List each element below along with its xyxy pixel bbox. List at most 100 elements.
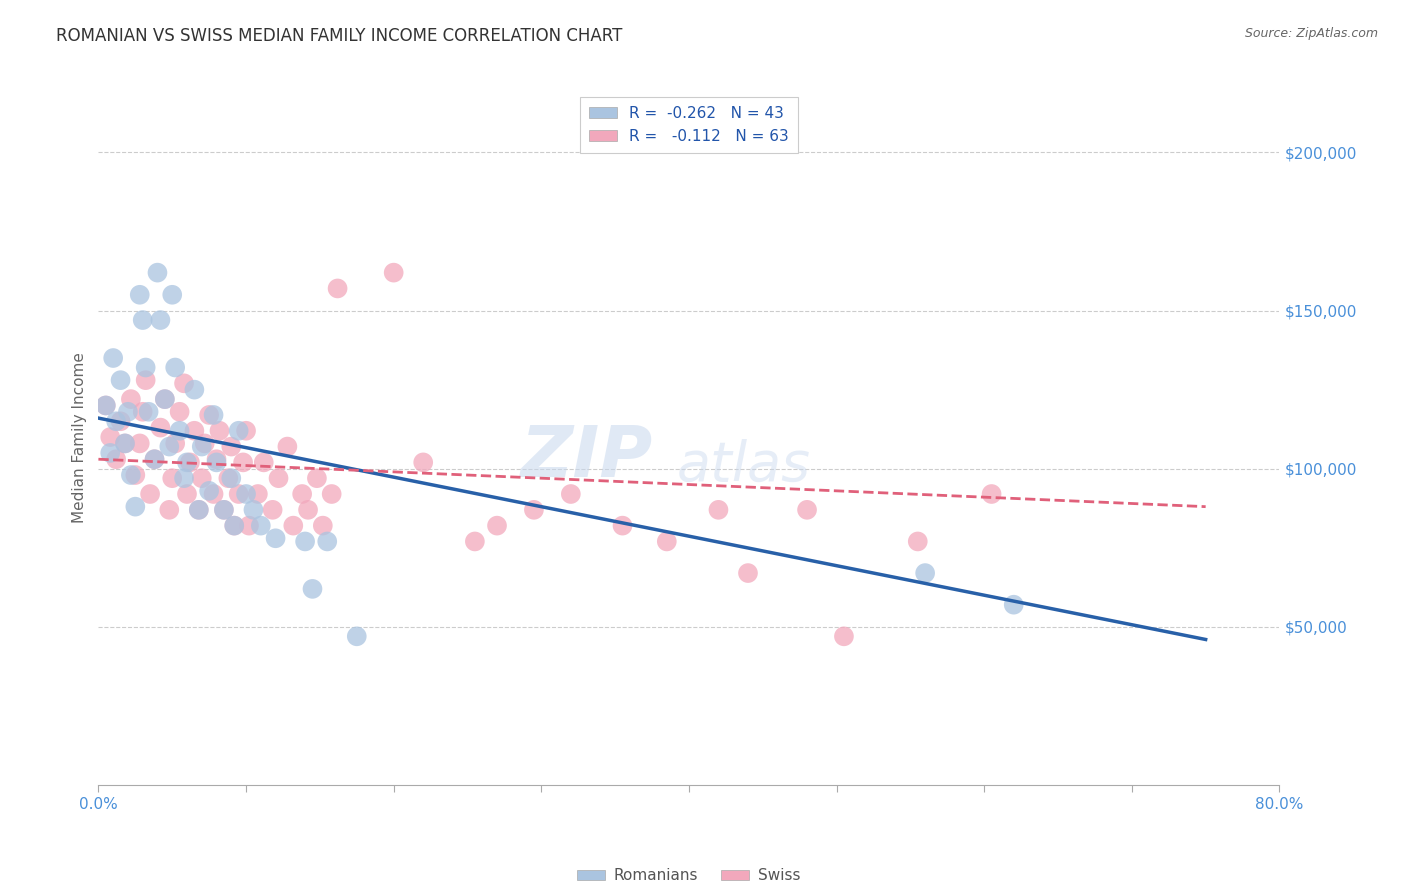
Point xyxy=(173,376,195,391)
Point xyxy=(217,471,239,485)
Point xyxy=(219,471,242,485)
Point xyxy=(205,452,228,467)
Point xyxy=(98,446,121,460)
Legend: Romanians, Swiss: Romanians, Swiss xyxy=(571,863,807,889)
Point xyxy=(264,531,287,545)
Point xyxy=(346,629,368,643)
Point xyxy=(198,408,221,422)
Point xyxy=(120,392,142,406)
Point xyxy=(202,408,225,422)
Point xyxy=(153,392,176,406)
Point xyxy=(194,436,217,450)
Point xyxy=(253,455,276,469)
Point xyxy=(291,487,314,501)
Point xyxy=(224,518,246,533)
Point xyxy=(297,503,319,517)
Point xyxy=(183,383,205,397)
Point xyxy=(267,471,290,485)
Point xyxy=(176,455,198,469)
Point xyxy=(276,440,298,454)
Point xyxy=(205,455,228,469)
Point xyxy=(169,405,191,419)
Point xyxy=(655,534,678,549)
Point xyxy=(464,534,486,549)
Point xyxy=(326,281,349,295)
Point xyxy=(128,287,150,301)
Point xyxy=(486,518,509,533)
Point xyxy=(157,440,180,454)
Point xyxy=(143,452,166,467)
Point xyxy=(914,566,936,580)
Point xyxy=(179,455,201,469)
Point xyxy=(110,373,132,387)
Point xyxy=(382,266,405,280)
Point xyxy=(238,518,260,533)
Point xyxy=(412,455,434,469)
Point xyxy=(165,360,187,375)
Point xyxy=(250,518,273,533)
Point xyxy=(523,503,546,517)
Point xyxy=(283,518,305,533)
Point xyxy=(124,500,146,514)
Point xyxy=(94,399,117,413)
Point xyxy=(246,487,269,501)
Point xyxy=(208,424,231,438)
Point xyxy=(187,503,209,517)
Point xyxy=(135,360,157,375)
Text: ZIP: ZIP xyxy=(522,424,654,492)
Point xyxy=(114,436,136,450)
Point xyxy=(202,487,225,501)
Point xyxy=(157,503,180,517)
Point xyxy=(235,424,257,438)
Point xyxy=(173,471,195,485)
Point xyxy=(110,414,132,428)
Y-axis label: Median Family Income: Median Family Income xyxy=(72,351,87,523)
Point xyxy=(612,518,634,533)
Point xyxy=(132,313,155,327)
Point xyxy=(143,452,166,467)
Point xyxy=(228,487,250,501)
Point xyxy=(183,424,205,438)
Point xyxy=(1002,598,1025,612)
Point xyxy=(169,424,191,438)
Point xyxy=(162,287,183,301)
Point xyxy=(149,420,172,434)
Text: Source: ZipAtlas.com: Source: ZipAtlas.com xyxy=(1244,27,1378,40)
Point xyxy=(105,414,128,428)
Point xyxy=(294,534,316,549)
Point xyxy=(737,566,759,580)
Point xyxy=(316,534,339,549)
Point xyxy=(139,487,162,501)
Point xyxy=(232,455,254,469)
Point xyxy=(191,471,214,485)
Point xyxy=(153,392,176,406)
Point xyxy=(312,518,335,533)
Point xyxy=(128,436,150,450)
Point xyxy=(235,487,257,501)
Point xyxy=(149,313,172,327)
Text: atlas: atlas xyxy=(678,438,811,491)
Point xyxy=(212,503,235,517)
Point xyxy=(138,405,160,419)
Point xyxy=(560,487,582,501)
Point xyxy=(228,424,250,438)
Point xyxy=(94,399,117,413)
Point xyxy=(120,468,142,483)
Point xyxy=(146,266,169,280)
Point xyxy=(198,483,221,498)
Point xyxy=(212,503,235,517)
Point xyxy=(103,351,125,365)
Text: ROMANIAN VS SWISS MEDIAN FAMILY INCOME CORRELATION CHART: ROMANIAN VS SWISS MEDIAN FAMILY INCOME C… xyxy=(56,27,623,45)
Point xyxy=(907,534,929,549)
Point xyxy=(707,503,730,517)
Point xyxy=(796,503,818,517)
Point xyxy=(176,487,198,501)
Point xyxy=(262,503,284,517)
Point xyxy=(832,629,855,643)
Point xyxy=(98,430,121,444)
Point xyxy=(191,440,214,454)
Point xyxy=(305,471,328,485)
Point xyxy=(135,373,157,387)
Point xyxy=(980,487,1002,501)
Point xyxy=(114,436,136,450)
